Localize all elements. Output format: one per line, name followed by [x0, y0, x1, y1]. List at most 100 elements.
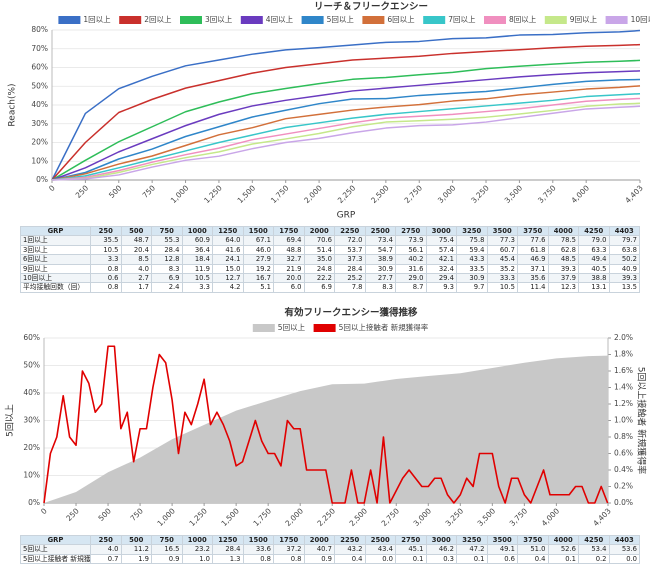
- cell: 37.9: [547, 273, 579, 284]
- cell: 57.4: [425, 244, 457, 256]
- x-tick-label: 2,250: [315, 506, 337, 528]
- y2-tick-label: 1.6%: [614, 366, 633, 375]
- cell: 53.6: [608, 544, 640, 555]
- cell: 35.2: [486, 263, 518, 275]
- y2-tick-label: 1.0%: [614, 416, 633, 425]
- header-cell: 500: [120, 534, 152, 546]
- table-row: 10回以上 0.6 2.7 6.9 10.5 12.7 16.7 20.0 22.2 25.2 27…: [20, 273, 640, 284]
- series-line: [51, 43, 641, 181]
- cell: 11.2: [120, 544, 152, 555]
- cell: 8.3: [151, 263, 183, 275]
- series-line: [51, 29, 641, 181]
- header-row: GRP 250 500 750 1000 1250 1500 1750 2000 2250 2500…: [20, 534, 640, 546]
- x-tick-label: 750: [128, 506, 145, 523]
- cell: 12.7: [212, 273, 244, 284]
- x-tick-label: 3,250: [469, 183, 491, 205]
- legend-label: 1回以上: [83, 15, 111, 24]
- cell: 43.4: [364, 544, 396, 555]
- cell: 0.8: [242, 553, 274, 565]
- cell: 32.4: [425, 263, 457, 275]
- row-label: 3回以上: [20, 244, 91, 256]
- header-cell: 1000: [181, 534, 213, 546]
- legend-label: 3回以上: [205, 15, 233, 24]
- cell: 70.6: [303, 235, 335, 246]
- x-tick-label: 4,403: [623, 183, 645, 205]
- y-tick-label: 40%: [23, 388, 40, 397]
- header-cell: 500: [120, 225, 152, 237]
- cell: 77.3: [486, 235, 518, 246]
- cell: 0.1: [395, 553, 427, 565]
- cell: 21.9: [273, 263, 305, 275]
- legend-swatch: [180, 16, 202, 24]
- cell: 33.6: [242, 544, 274, 555]
- cell: 6.9: [303, 282, 335, 293]
- cell: 49.1: [486, 544, 518, 555]
- cell: 22.2: [303, 273, 335, 284]
- legend-label: 8回以上: [509, 15, 537, 24]
- cell: 0.8: [90, 263, 122, 275]
- x-tick-label: 2,750: [380, 506, 402, 528]
- legend-swatch: [301, 16, 324, 24]
- header-cell: 2000: [303, 534, 335, 546]
- header-cell: 3500: [486, 225, 518, 237]
- cell: 12.3: [547, 282, 579, 293]
- cell: 0.9: [303, 553, 335, 565]
- legend-swatch: [313, 324, 336, 332]
- header-cell: 2500: [364, 534, 396, 546]
- y-tick-label: 10%: [31, 156, 48, 165]
- cell: 10.5: [181, 273, 213, 284]
- y2-tick-label: 0.0%: [614, 498, 633, 507]
- header-cell: 3250: [456, 534, 488, 546]
- data-table: GRP 250 500 750 1000 1250 1500 1750 2000 2250 2500…: [20, 225, 640, 293]
- legend-swatch: [119, 16, 142, 24]
- cell: 60.9: [181, 235, 213, 246]
- cell: 0.4: [517, 553, 549, 565]
- cell: 3.3: [181, 282, 213, 293]
- cell: 0.1: [456, 553, 488, 565]
- x-tick-label: 4,000: [569, 183, 591, 205]
- table-row: 5回以上接触者 新規獲得率0.71.90.91.01.30.80.80.90.4…: [20, 553, 640, 565]
- cell: 18.4: [181, 254, 213, 265]
- cell: 20.0: [273, 273, 305, 284]
- series-line: [51, 102, 641, 181]
- legend-swatch: [362, 16, 385, 24]
- x-tick-label: 2,500: [369, 183, 391, 205]
- cell: 4.0: [120, 263, 152, 275]
- cell: 55.3: [151, 235, 183, 246]
- y2-tick-label: 2.0%: [614, 333, 633, 342]
- cell: 24.1: [212, 254, 244, 265]
- header-cell: 2750: [395, 225, 427, 237]
- header-cell: 1250: [212, 225, 244, 237]
- cell: 27.9: [242, 254, 274, 265]
- x-tick-label: 1,500: [219, 506, 241, 528]
- series-line: [51, 78, 641, 181]
- series-line: [51, 59, 641, 181]
- header-cell: 3750: [517, 534, 549, 546]
- header-cell: 1000: [181, 225, 213, 237]
- y-tick-label: 70%: [31, 44, 48, 53]
- chart-title: 有効フリークエンシー獲得推移: [284, 307, 418, 319]
- x-tick-label: 250: [74, 183, 91, 200]
- cell: 61.8: [517, 244, 549, 256]
- cell: 2.7: [120, 273, 152, 284]
- cell: 4.2: [212, 282, 244, 293]
- series-line: [51, 97, 641, 181]
- cell: 20.4: [120, 244, 152, 256]
- cell: 75.4: [425, 235, 457, 246]
- x-tick-label: 500: [96, 506, 113, 523]
- cell: 2.4: [151, 282, 183, 293]
- cell: 27.7: [364, 273, 396, 284]
- cell: 1.3: [212, 553, 244, 565]
- cell: 39.3: [608, 273, 640, 284]
- legend-label: 9回以上: [570, 15, 598, 24]
- header-cell: 4403: [608, 225, 640, 237]
- cell: 64.0: [212, 235, 244, 246]
- cell: 45.4: [486, 254, 518, 265]
- cell: 11.9: [181, 263, 213, 275]
- cell: 29.0: [395, 273, 427, 284]
- y-tick-label: 20%: [23, 443, 40, 452]
- cell: 77.6: [517, 235, 549, 246]
- y-tick-label: 30%: [23, 416, 40, 425]
